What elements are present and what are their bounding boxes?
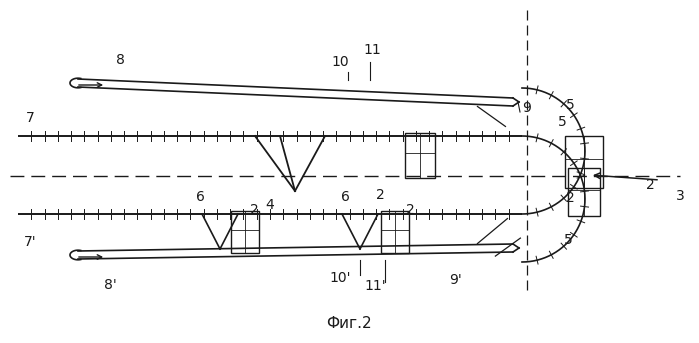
Text: 7: 7 <box>26 111 34 125</box>
Text: Фиг.2: Фиг.2 <box>326 316 372 331</box>
Text: 3: 3 <box>676 189 684 203</box>
Text: 8: 8 <box>115 53 124 67</box>
Text: 4: 4 <box>266 198 275 212</box>
Bar <box>405 133 435 178</box>
Text: 8': 8' <box>103 278 116 292</box>
Text: 5: 5 <box>565 98 575 112</box>
Text: 2: 2 <box>565 191 575 205</box>
Bar <box>231 211 259 253</box>
Text: 11: 11 <box>363 43 381 57</box>
Text: 2: 2 <box>375 188 384 202</box>
Text: 5: 5 <box>563 233 572 247</box>
Bar <box>565 136 603 188</box>
Text: 10': 10' <box>329 271 351 285</box>
Text: 9: 9 <box>523 101 531 115</box>
Text: 6: 6 <box>340 190 350 204</box>
Bar <box>381 211 409 253</box>
Text: 10: 10 <box>331 55 349 69</box>
Text: 9': 9' <box>449 273 461 287</box>
Text: 5: 5 <box>558 115 566 129</box>
Text: 7': 7' <box>24 235 36 249</box>
Text: 2: 2 <box>405 203 415 217</box>
Text: 2: 2 <box>250 203 259 217</box>
Text: 2: 2 <box>646 178 654 192</box>
Text: 6: 6 <box>196 190 204 204</box>
Text: 11': 11' <box>364 279 386 293</box>
Bar <box>568 168 600 216</box>
